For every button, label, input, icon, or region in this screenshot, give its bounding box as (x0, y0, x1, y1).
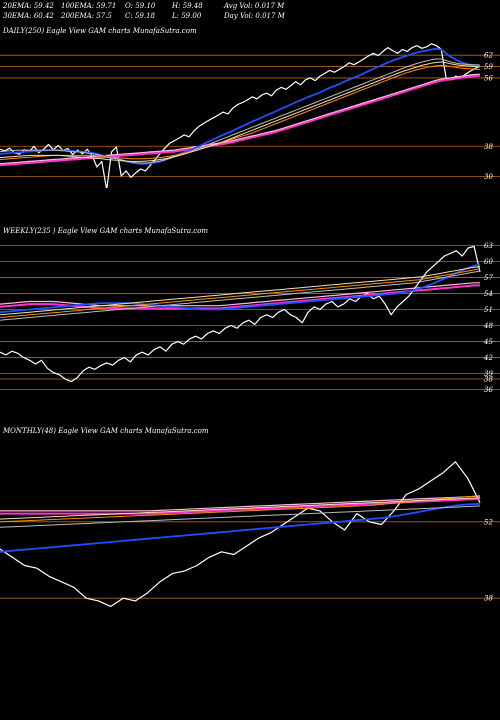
avg-vol-stat: Avg Vol: 0.017 M (224, 2, 285, 10)
monthly-ema-long-2-line (0, 495, 481, 512)
ema100-stat: 100EMA: 59.71 (61, 2, 117, 10)
weekly-tick-label-7: 42 (483, 354, 493, 362)
daily-ema-slow-2-line (0, 61, 481, 162)
monthly-ema-mid-1-line (0, 502, 481, 553)
weekly-tick-label-9: 38 (484, 376, 493, 384)
daily-panel-label: DAILY(250) Eagle View GAM charts MunafaS… (3, 27, 197, 35)
weekly-price-line (0, 245, 481, 383)
weekly-ema-mid-1-line (0, 263, 481, 314)
monthly-panel-label: MONTHLY(48) Eagle View GAM charts Munafa… (3, 427, 209, 435)
day-vol-stat: Day Vol: 0.017 M (224, 12, 285, 20)
daily-ema-mid-2-line (0, 58, 481, 164)
daily-ema-slow-1-line (0, 64, 481, 160)
ema20-stat: 20EMA: 59.42 (3, 2, 54, 10)
monthly-tick-label-1: 38 (484, 595, 493, 603)
daily-chart: 62 59 56 38 30 (0, 43, 500, 188)
open-stat: O: 59.10 (125, 2, 156, 10)
daily-price-line (0, 43, 481, 188)
weekly-panel-label: WEEKLY(235 ) Eagle View GAM charts Munaf… (3, 227, 209, 235)
weekly-tick-label-2: 57 (484, 274, 493, 282)
ema30-stat: 30EMA: 60.42 (3, 12, 54, 20)
weekly-tick-label-0: 63 (484, 242, 493, 250)
daily-tick-label-0: 62 (484, 52, 493, 60)
monthly-chart: 52 38 (0, 461, 500, 607)
monthly-ema-slow-1-line (0, 495, 481, 523)
monthly-ema-slow-2-line (0, 497, 481, 520)
daily-ema-long-1-line (0, 74, 481, 167)
monthly-price-line (0, 461, 481, 607)
low-stat: L: 59.00 (172, 12, 202, 20)
monthly-tick-label-0: 52 (484, 518, 493, 526)
daily-tick-label-3: 38 (484, 143, 493, 151)
weekly-tick-label-5: 48 (483, 322, 493, 330)
weekly-tick-label-6: 45 (483, 338, 493, 346)
close-stat: C: 59.18 (125, 12, 155, 20)
high-stat: H: 59.48 (172, 2, 203, 10)
weekly-tick-label-10: 36 (484, 386, 493, 394)
daily-tick-label-2: 56 (484, 74, 493, 82)
daily-tick-label-4: 30 (484, 173, 493, 181)
weekly-tick-label-1: 60 (484, 258, 493, 266)
weekly-tick-label-8: 39 (484, 370, 493, 378)
weekly-tick-label-4: 51 (484, 306, 493, 314)
weekly-ema-slow-2-line (0, 266, 481, 316)
weekly-ema-mid-2-line (0, 270, 481, 321)
daily-tick-label-1: 59 (484, 63, 493, 71)
weekly-ema-long-2-line (0, 282, 480, 307)
weekly-tick-label-3: 54 (484, 290, 493, 298)
ema200-stat: 200EMA: 57.5 (61, 12, 112, 20)
monthly-ema-mid-2-line (0, 505, 481, 528)
weekly-ema-slow-1-line (0, 268, 481, 318)
